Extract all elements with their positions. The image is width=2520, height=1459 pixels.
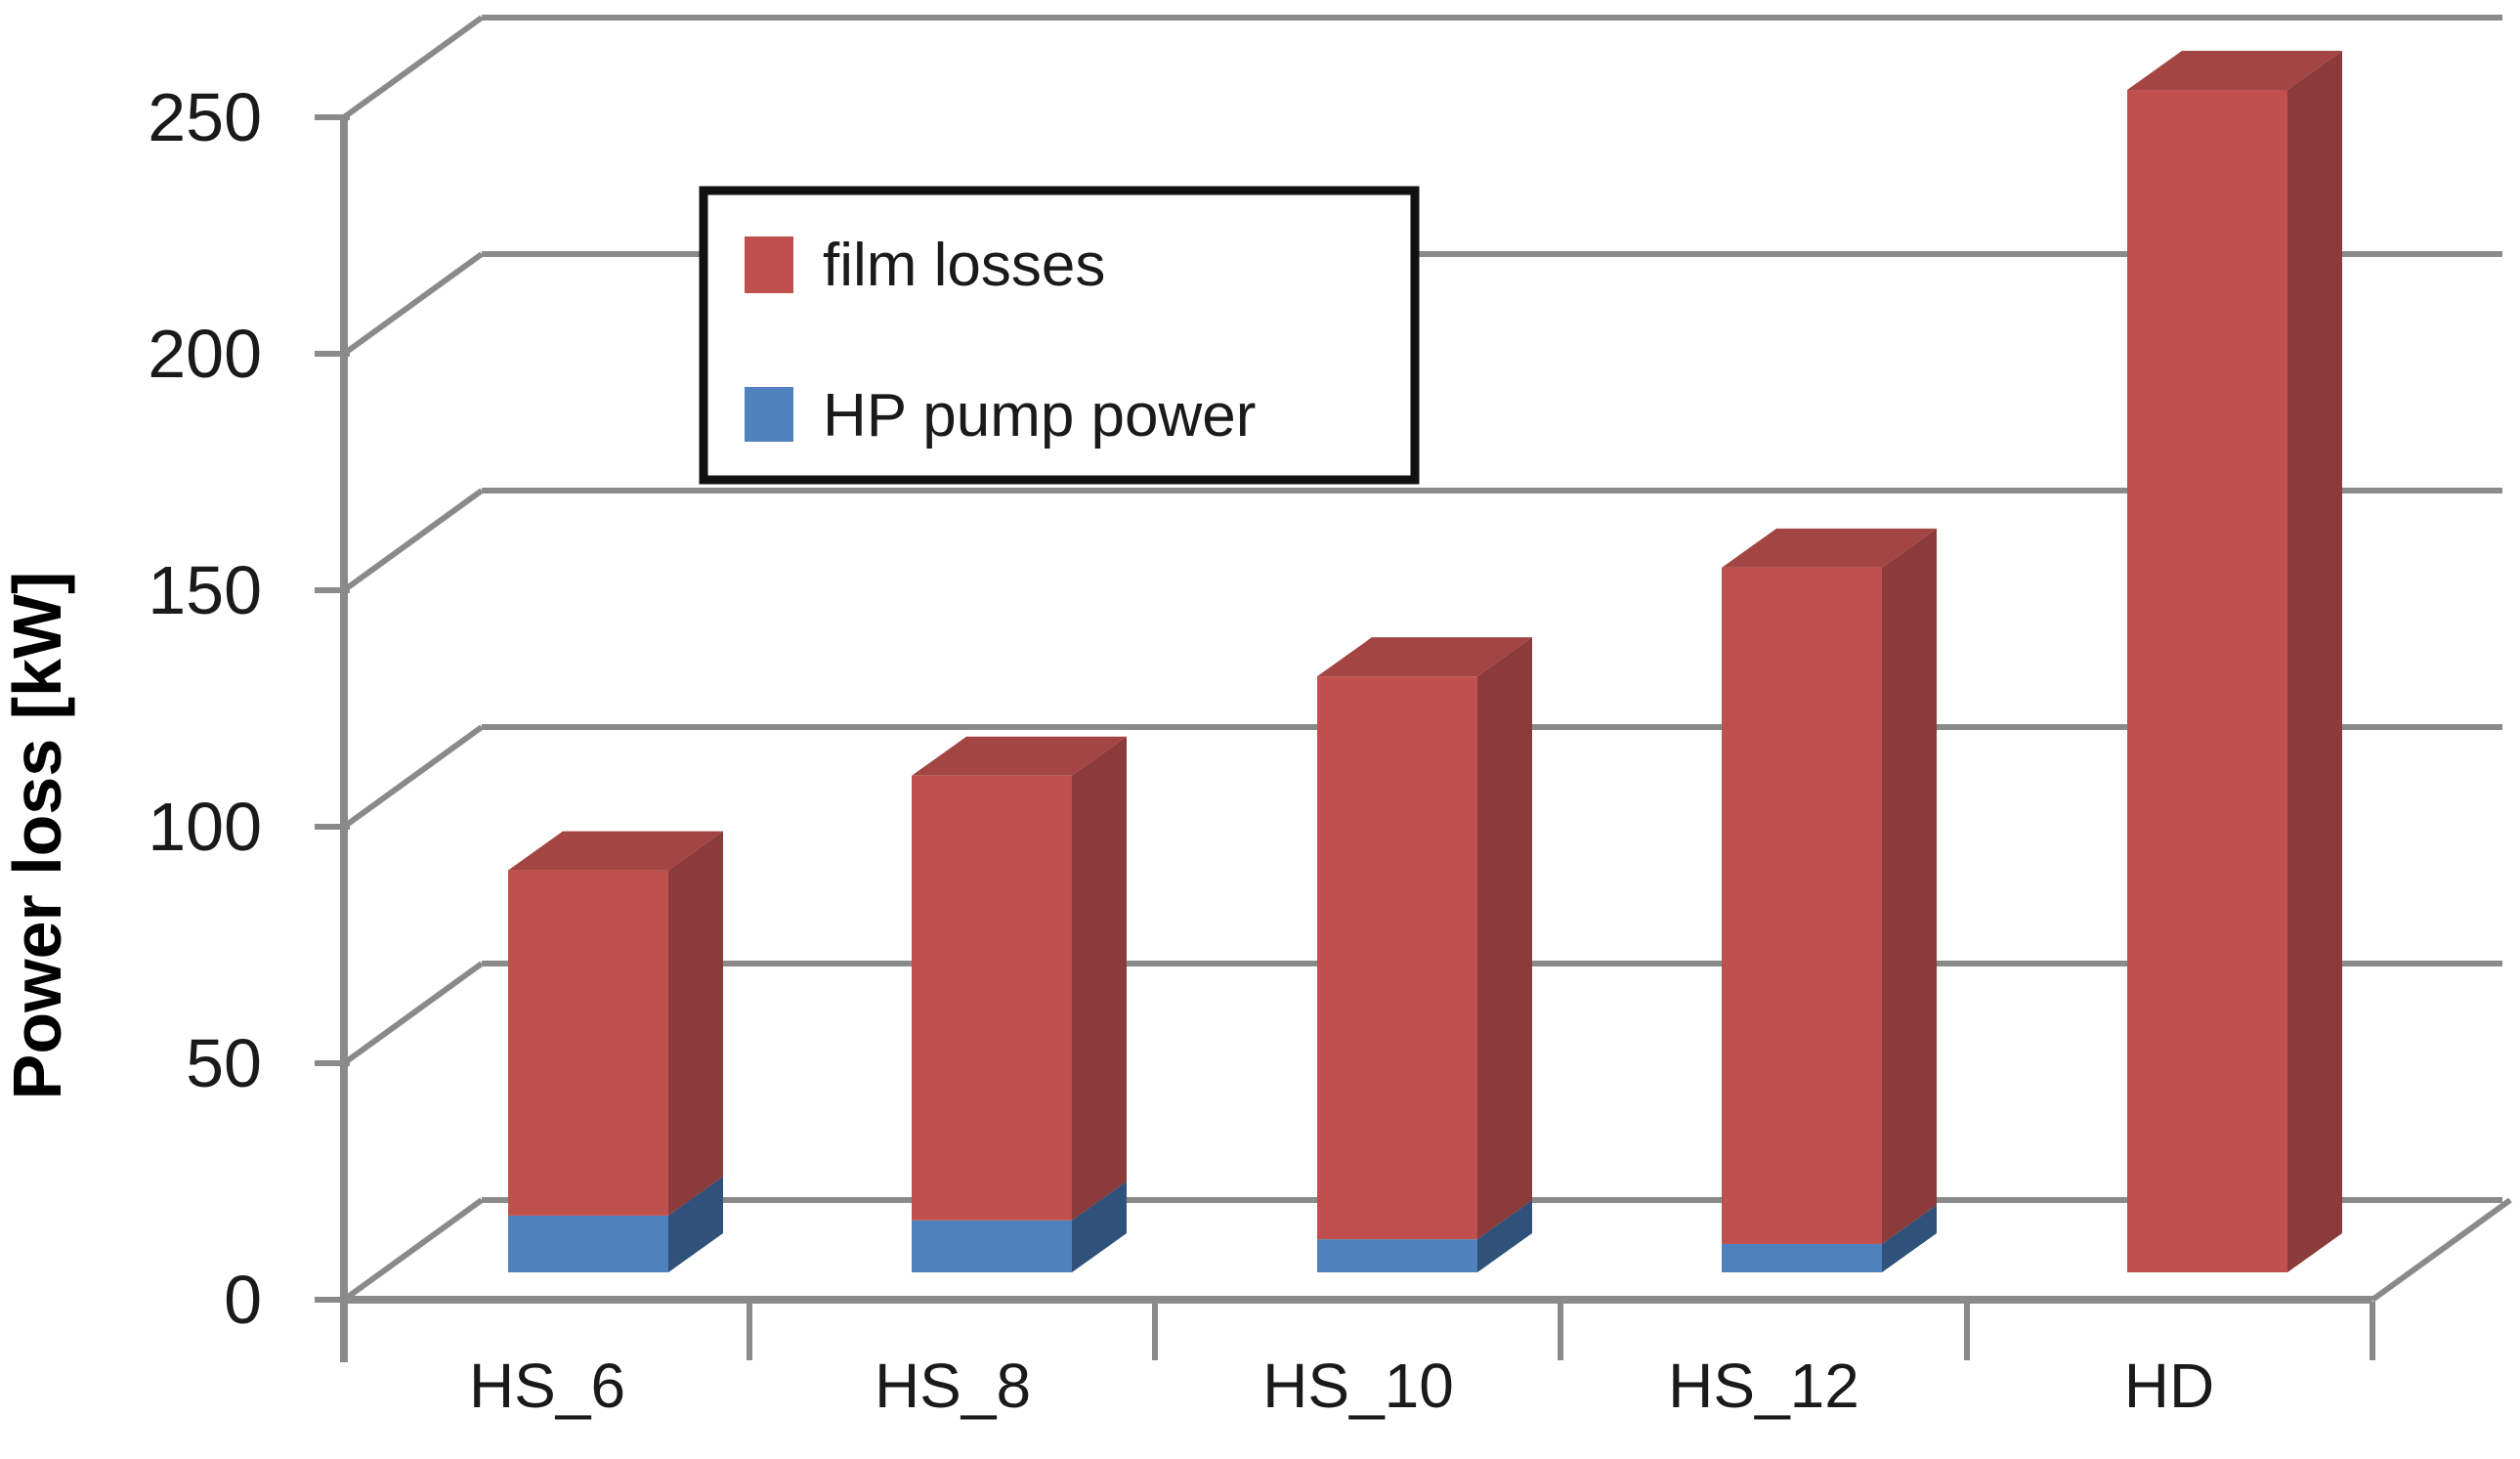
category-label-hs_8: HS_8 [875,1351,1031,1421]
bar-side-hp-pump [668,1176,723,1272]
y-tick-label-250: 250 [148,79,262,155]
bar-side-hp-pump [1477,1200,1532,1272]
bar-front-film [2127,90,2287,1272]
bar-front-hp-pump [508,1215,668,1272]
category-axis-labels: HS_6 HS_8 HS_10 HS_12 HD [469,1351,2214,1421]
bar-hs_12 [1722,528,1937,1272]
bar-side-film [1882,528,1937,1244]
bars [508,51,2342,1272]
gridline-side-50 [342,961,484,1066]
bar-top [912,736,1127,776]
legend: film losses HP pump power [699,186,1420,485]
category-label-hs_12: HS_12 [1668,1351,1859,1421]
bar-top [2127,51,2342,90]
bar-side-film [1072,736,1127,1221]
bar-front-hp-pump [912,1220,1072,1272]
bar-front-hp-pump [1722,1243,1882,1272]
gridline-side-100 [342,724,484,830]
gridline-side-150 [342,488,484,593]
bar-front-film [508,870,668,1216]
floor-right-edge [2371,1197,2512,1303]
bar-hs_6 [508,831,723,1272]
bar-hs_8 [912,736,1127,1272]
bar-front-film [912,775,1072,1221]
bar-side-hp-pump [1882,1204,1937,1272]
category-label-hs_6: HS_6 [469,1351,625,1421]
category-label-hs_10: HS_10 [1262,1351,1454,1421]
y-tick-label-150: 150 [148,552,262,628]
y-tick-label-50: 50 [186,1025,262,1101]
gridline-side-250 [342,15,484,120]
legend-box [699,186,1420,485]
y-tick-label-0: 0 [224,1262,262,1338]
y-tick-label-200: 200 [148,316,262,392]
y-axis-title: Power loss [kW] [0,572,75,1100]
bar-side-hp-pump [1072,1180,1127,1272]
bar-front-hp-pump [1317,1239,1477,1272]
legend-label-hp-pump-power: HP pump power [823,382,1256,450]
bar-side-film [1477,637,1532,1240]
y-tick-labels: 0 50 100 150 200 250 [148,79,262,1338]
legend-marker-film-losses [745,236,793,293]
bar-top [508,831,723,871]
category-label-hd: HD [2124,1351,2214,1421]
bar-hs_10 [1317,637,1532,1272]
bar-front-film [1317,676,1477,1240]
axes [340,115,2512,1362]
gridline-side-200 [342,251,484,357]
y-tick-label-100: 100 [148,789,262,865]
bar-top [1722,528,1937,568]
bar-front-film [1722,567,1882,1244]
gridline-side-0 [342,1197,484,1303]
legend-label-film-losses: film losses [823,232,1105,299]
bar-top [1317,637,1532,677]
bar-side-film [668,831,723,1216]
bar-hd [2127,51,2342,1272]
legend-marker-hp-pump-power [745,387,793,442]
bar-side-film [2287,51,2342,1272]
